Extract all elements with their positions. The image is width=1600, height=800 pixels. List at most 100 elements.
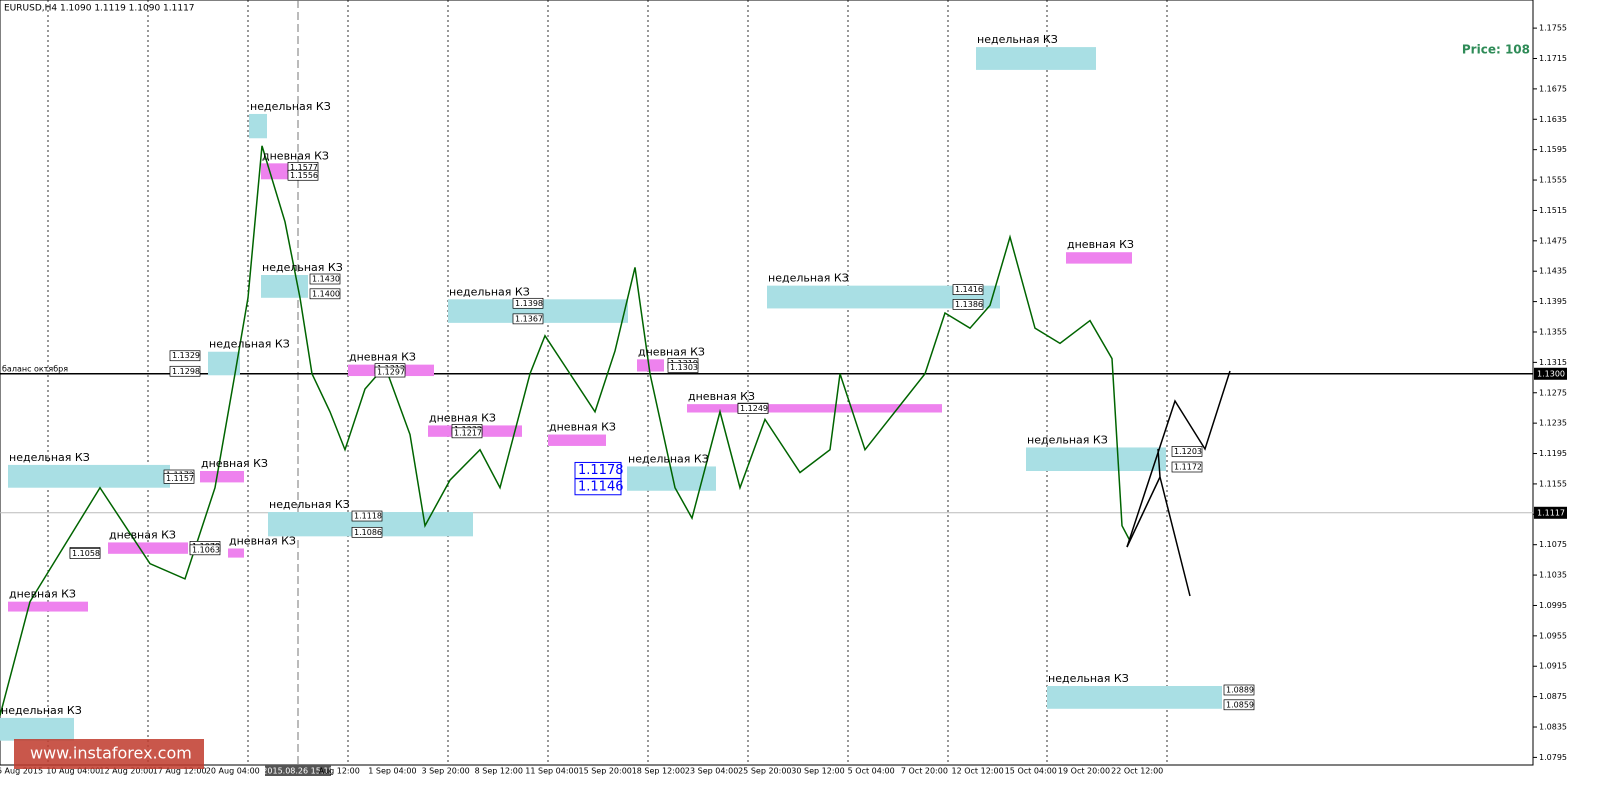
- current-price-value: 1.1117: [1537, 508, 1565, 517]
- zone-label: дневная КЗ: [201, 457, 268, 470]
- x-tick-label: 15 Oct 04:00: [1005, 767, 1057, 776]
- balance-label: баланс октября: [2, 365, 68, 374]
- zone: [108, 542, 188, 554]
- y-tick-label: 1.0995: [1539, 601, 1567, 610]
- zone-label: недельная КЗ: [262, 261, 343, 274]
- zone: [249, 113, 267, 139]
- plot-frame: [0, 0, 1534, 766]
- zone-label: недельная КЗ: [209, 338, 290, 351]
- x-tick-label: 12 Oct 12:00: [952, 767, 1004, 776]
- y-tick-label: 1.1515: [1539, 206, 1567, 215]
- y-tick-label: 1.1755: [1539, 24, 1567, 33]
- symbol-info: EURUSD,H4 1.1090 1.1119 1.1090 1.1117: [4, 4, 195, 14]
- zone: [448, 299, 628, 323]
- x-tick-label: 22 Oct 12:00: [1111, 767, 1163, 776]
- x-tick-label: 7 Oct 20:00: [901, 767, 948, 776]
- y-tick-label: 1.1715: [1539, 54, 1567, 63]
- level-label: 1.1118: [354, 512, 382, 521]
- y-tick-label: 1.1435: [1539, 267, 1567, 276]
- level-label: 1.1063: [192, 545, 220, 554]
- level-label: 1.1178: [578, 463, 624, 478]
- y-tick-label: 1.1355: [1539, 327, 1567, 336]
- labels: 1.1755 1.1715 1.1675 1.1635 1.1595 1.1555 1.15…: [0, 24, 1567, 776]
- zone-label: дневная КЗ: [9, 588, 76, 601]
- zone-label: дневная КЗ: [109, 528, 176, 541]
- level-box: [1171, 446, 1203, 457]
- y-tick-label: 1.1155: [1539, 479, 1567, 488]
- level-box: [737, 403, 769, 414]
- y-tick-label: 1.1075: [1539, 540, 1567, 549]
- balance-value: 1.1300: [1537, 369, 1565, 378]
- y-tick-label: 1.1635: [1539, 115, 1567, 124]
- x-tick-label: 10 Aug 04:00: [46, 767, 100, 776]
- level-box: [952, 299, 984, 310]
- y-tick-label: 1.1275: [1539, 388, 1567, 397]
- zone-label: дневная КЗ: [262, 149, 329, 162]
- level-box: [351, 510, 383, 522]
- level-box: [667, 362, 699, 373]
- level-label: 1.1157: [166, 474, 194, 483]
- y-tick-label: 1.0795: [1539, 753, 1567, 762]
- zone-label: недельная КЗ: [977, 33, 1058, 46]
- x-tick-label: 11 Sep 04:00: [525, 767, 578, 776]
- current-price-tag: [1534, 506, 1567, 519]
- x-tick-label: 23 Sep 04:00: [685, 767, 738, 776]
- level-box: [1223, 684, 1255, 696]
- level-label: 1.0859: [1226, 700, 1254, 709]
- x-tick-label: 12 Aug 20:00: [99, 767, 153, 776]
- level-label: 1.1430: [312, 275, 340, 284]
- y-tick-label: 1.0915: [1539, 662, 1567, 671]
- zone: [1066, 252, 1132, 264]
- y-tick-label: 1.1675: [1539, 84, 1567, 93]
- zone: [200, 471, 244, 483]
- level-label: 1.1298: [172, 367, 200, 376]
- x-tick-label: 6 Aug 2015: [0, 767, 43, 776]
- x-tick-label: 1 Sep 04:00: [368, 767, 416, 776]
- y-tick-label: 1.1595: [1539, 145, 1567, 154]
- zone: [687, 404, 942, 413]
- balance-tag: [1534, 367, 1567, 380]
- y-tick-label: 1.1475: [1539, 236, 1567, 245]
- level-box: [69, 548, 101, 559]
- y-tick-label: 1.1315: [1539, 358, 1567, 367]
- level-box: [451, 427, 483, 439]
- zone: [548, 434, 606, 446]
- zone-label: недельная КЗ: [449, 285, 530, 298]
- x-tick-label: 20 Aug 04:00: [206, 767, 260, 776]
- level-label: 1.1146: [578, 479, 624, 494]
- y-tick-label: 1.1035: [1539, 571, 1567, 580]
- x-tick-label: 30 Sep 12:00: [791, 767, 844, 776]
- level-label: 1.1329: [172, 351, 200, 360]
- level-label: 1.1416: [955, 285, 983, 294]
- grid: [0, 0, 1537, 765]
- level-box: [512, 297, 544, 309]
- x-tick-label: Aug 12:00: [319, 767, 360, 776]
- level-box: [512, 313, 544, 325]
- cursor-date-bg: [265, 765, 331, 776]
- zone: [261, 275, 308, 298]
- x-tick-label: 8 Sep 12:00: [475, 767, 523, 776]
- price-line: [0, 145, 1131, 716]
- y-tick-label: 1.1555: [1539, 176, 1567, 185]
- watermark-bg: [14, 739, 204, 769]
- level-box: [1171, 461, 1203, 473]
- level-box: [952, 284, 984, 295]
- level-label: 1.1249: [740, 404, 768, 413]
- y-tick-label: 1.0955: [1539, 631, 1567, 640]
- level-box: [374, 366, 406, 378]
- level-box: [189, 544, 221, 556]
- price: [0, 145, 1131, 716]
- zone-label: недельная КЗ: [1, 704, 82, 717]
- level-label: 1.1086: [354, 528, 382, 537]
- level-label: 1.1556: [290, 171, 318, 180]
- zone-label: недельная КЗ: [250, 100, 331, 113]
- zone: [8, 601, 88, 612]
- level-label: 1.1203: [1174, 447, 1202, 456]
- zone-label: недельная КЗ: [1048, 672, 1129, 685]
- level-label: 1.1172: [1174, 463, 1202, 472]
- price-label: Price: 108: [1462, 43, 1530, 57]
- level-box: [287, 169, 319, 181]
- y-tick-label: 1.0835: [1539, 723, 1567, 732]
- zone-label: дневная КЗ: [429, 411, 496, 424]
